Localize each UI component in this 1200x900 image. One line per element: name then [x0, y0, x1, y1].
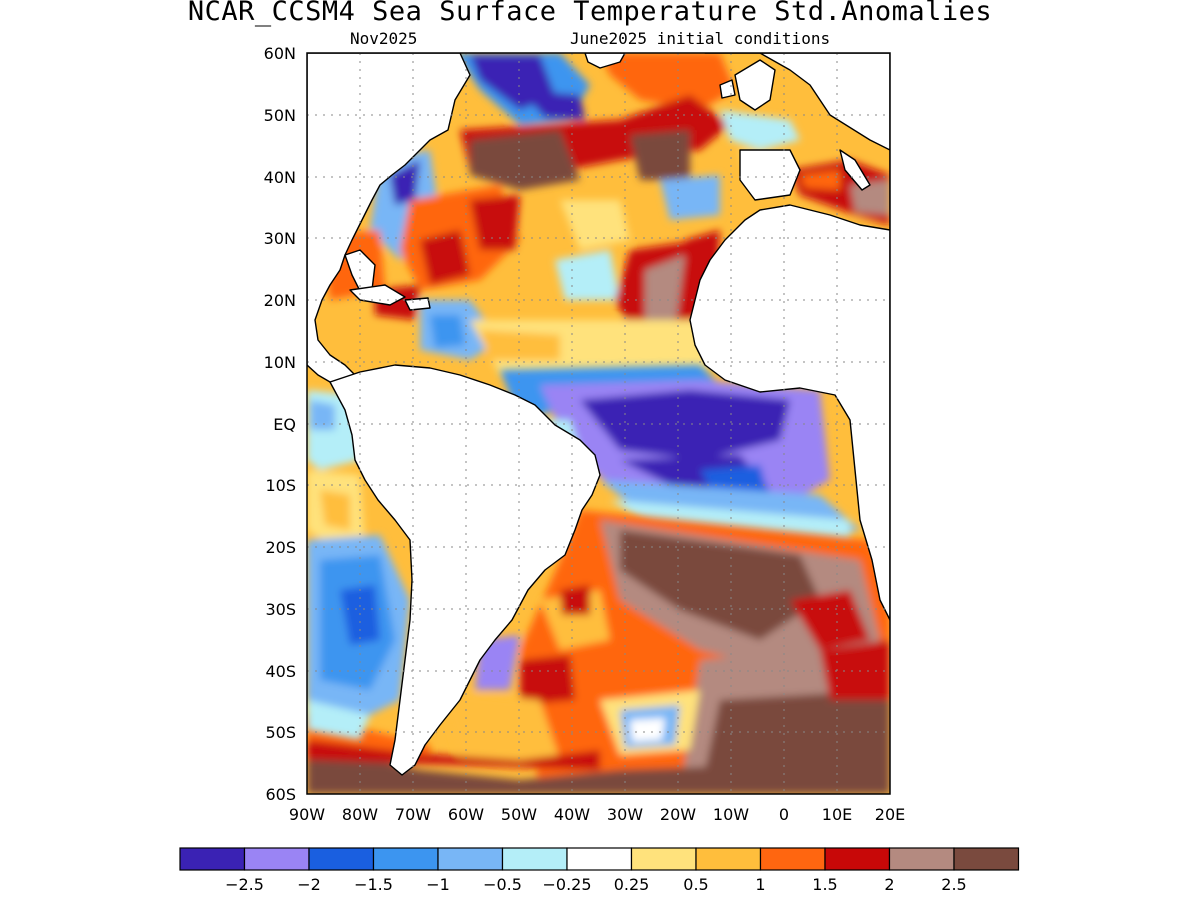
lat-label: 30N — [264, 229, 296, 248]
colorbar-swatch — [308, 847, 375, 871]
colorbar-label: −0.5 — [483, 875, 522, 894]
lat-label: 40N — [264, 168, 296, 187]
colorbar-swatch — [695, 847, 762, 871]
colorbar-swatch — [953, 847, 1020, 871]
longitude-axis: 90W 80W 70W 60W 50W 40W 30W 20W 10W 0 10… — [289, 805, 905, 824]
colorbar-swatch — [824, 847, 891, 871]
colorbar: −2.5 −2 −1.5 −1 −0.5 −0.25 0.25 0.5 1 1.5 2 2.5 — [179, 847, 1020, 894]
initial-conditions: June2025 initial conditions — [570, 29, 831, 48]
colorbar-label: −2.5 — [225, 875, 264, 894]
anomaly-field — [307, 53, 890, 794]
land-masses — [307, 53, 890, 776]
lat-label: 60S — [265, 785, 296, 804]
lon-label: 10W — [713, 805, 749, 824]
forecast-month: Nov2025 — [350, 29, 418, 48]
lat-label: 10S — [265, 476, 296, 495]
colorbar-label: 1.5 — [812, 875, 837, 894]
colorbar-label: −0.25 — [542, 875, 591, 894]
colorbar-swatch — [437, 847, 504, 871]
latitude-axis: 60N 50N 40N 30N 20N 10N EQ 10S 20S 30S 4… — [264, 44, 296, 804]
map-frame — [306, 52, 891, 795]
lon-label: 90W — [289, 805, 325, 824]
colorbar-label: 2.5 — [941, 875, 966, 894]
lat-label: 60N — [264, 44, 296, 63]
lon-label: 70W — [395, 805, 431, 824]
lon-label: 30W — [607, 805, 643, 824]
lat-label: 40S — [265, 662, 296, 681]
colorbar-swatch — [372, 847, 439, 871]
colorbar-swatch — [759, 847, 826, 871]
lon-label: 0 — [779, 805, 789, 824]
colorbar-swatch — [501, 847, 568, 871]
lat-label: 30S — [265, 600, 296, 619]
colorbar-label: −1 — [426, 875, 450, 894]
map-title: NCAR_CCSM4 Sea Surface Temperature Std.A… — [187, 0, 993, 27]
lat-label: 20N — [264, 291, 296, 310]
lat-label: 20S — [265, 538, 296, 557]
lat-label: 50N — [264, 106, 296, 125]
lon-label: 80W — [342, 805, 378, 824]
colorbar-label: −2 — [297, 875, 321, 894]
lat-label: EQ — [273, 415, 296, 434]
graticule — [307, 53, 890, 794]
colorbar-label: 0.5 — [683, 875, 708, 894]
colorbar-swatch — [888, 847, 955, 871]
colorbar-label: −1.5 — [354, 875, 393, 894]
lon-label: 60W — [448, 805, 484, 824]
colorbar-label: 2 — [884, 875, 894, 894]
colorbar-swatch — [566, 847, 633, 871]
colorbar-swatch — [630, 847, 697, 871]
lon-label: 50W — [501, 805, 537, 824]
colorbar-swatch — [243, 847, 310, 871]
lon-label: 10E — [822, 805, 852, 824]
lon-label: 20E — [875, 805, 905, 824]
colorbar-label: 1 — [755, 875, 765, 894]
lon-label: 20W — [660, 805, 696, 824]
lat-label: 10N — [264, 353, 296, 372]
colorbar-label: 0.25 — [614, 875, 650, 894]
colorbar-swatch — [179, 847, 246, 871]
lat-label: 50S — [265, 723, 296, 742]
lon-label: 40W — [554, 805, 590, 824]
